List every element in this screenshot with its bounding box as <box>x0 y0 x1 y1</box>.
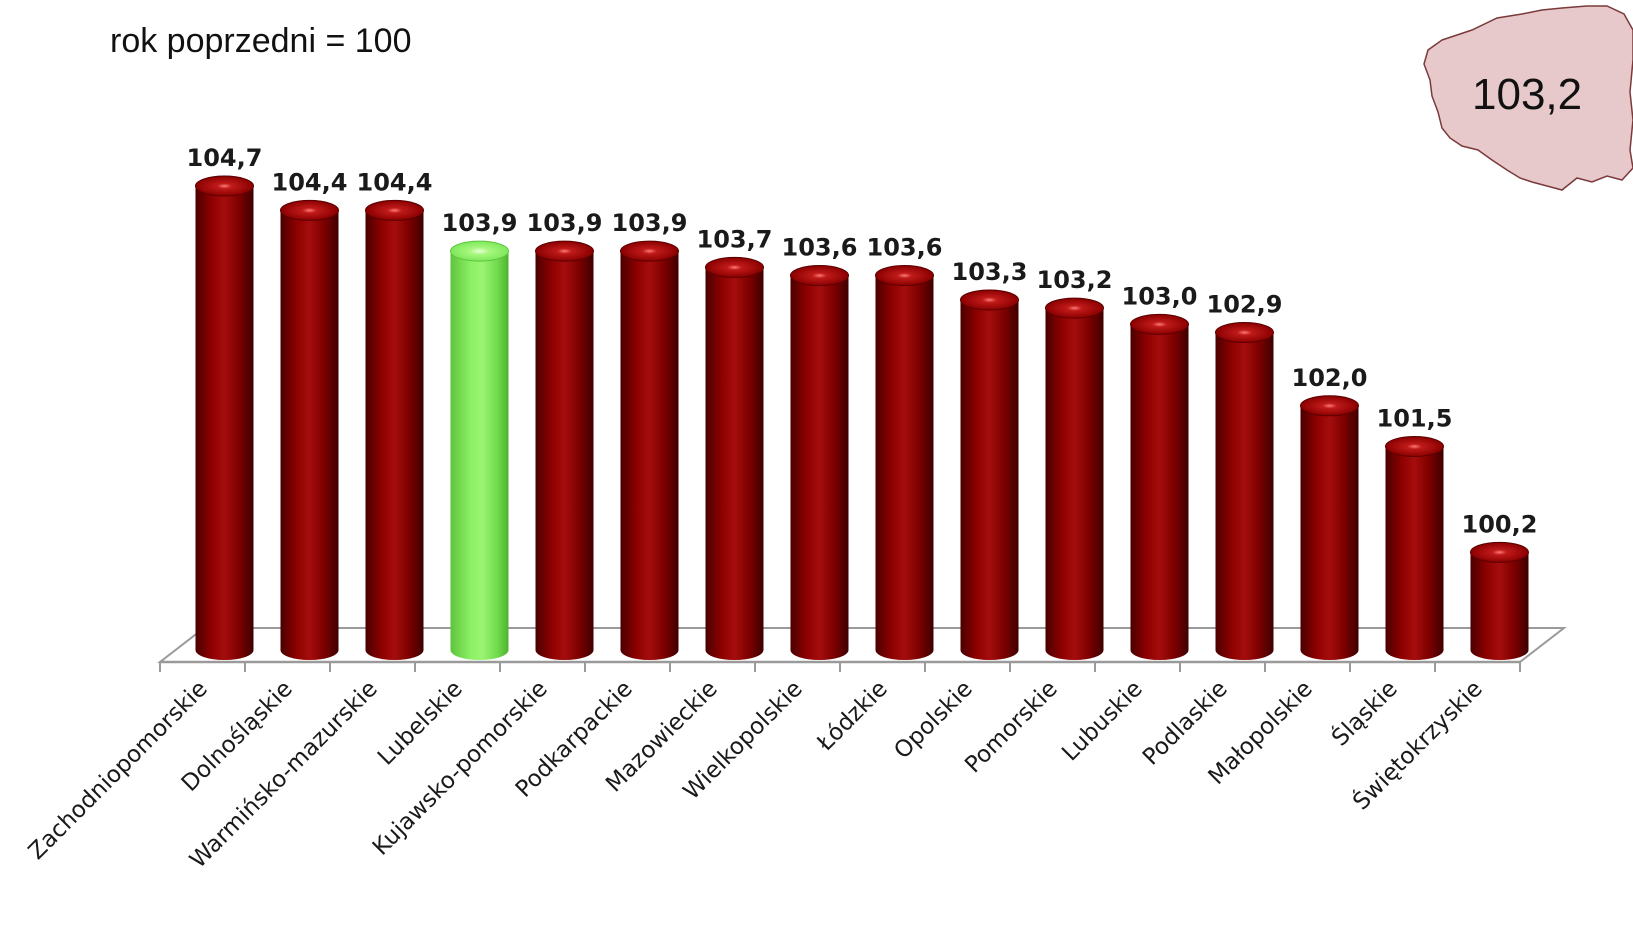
bar-cap <box>875 265 934 287</box>
bar-cap <box>1130 313 1189 335</box>
category-labels-group: ZachodniopomorskieDolnośląskieWarmińsko-… <box>24 674 1488 873</box>
bar-body <box>960 299 1019 660</box>
category-label: Lubuskie <box>1057 676 1148 767</box>
value-label: 103,7 <box>697 225 773 253</box>
bar-cap <box>620 240 679 262</box>
bar <box>450 240 509 660</box>
bar-cap <box>450 240 509 262</box>
poland-map-icon <box>1423 5 1633 191</box>
value-label: 102,0 <box>1292 364 1368 392</box>
value-label: 103,6 <box>782 234 858 262</box>
bar-body <box>280 210 339 660</box>
bar <box>1470 541 1529 660</box>
bar-body <box>195 186 254 660</box>
bars-group <box>195 175 1529 660</box>
value-label: 104,4 <box>272 168 348 196</box>
value-label: 103,6 <box>867 234 943 262</box>
bar-body <box>790 275 849 660</box>
poland-map-inset <box>1402 0 1633 252</box>
bar-body <box>1470 552 1529 660</box>
value-label: 104,7 <box>187 144 263 172</box>
bar-cap <box>535 240 594 262</box>
national-value: 103,2 <box>1472 70 1583 119</box>
bar-body <box>1300 405 1359 660</box>
bar-cap <box>1470 541 1529 563</box>
category-label: Śląskie <box>1326 674 1403 751</box>
bar-body <box>450 251 509 660</box>
value-label: 103,0 <box>1122 282 1198 310</box>
value-label: 103,3 <box>952 258 1028 286</box>
bar-body <box>1130 324 1189 660</box>
bar-cap <box>1215 322 1274 344</box>
bar <box>620 240 679 660</box>
bar <box>1385 435 1444 660</box>
bar-body <box>1385 446 1444 660</box>
bar <box>960 289 1019 660</box>
bar-body <box>365 210 424 660</box>
value-label: 104,4 <box>357 168 433 196</box>
bar-cap <box>1385 435 1444 457</box>
bar-cap <box>1045 297 1104 319</box>
bar <box>280 199 339 660</box>
bar-body <box>705 267 764 660</box>
value-label: 102,9 <box>1207 291 1283 319</box>
category-label: Łódzkie <box>812 676 893 757</box>
bar <box>875 265 934 660</box>
bar-cap <box>790 265 849 287</box>
bar-cap <box>960 289 1019 311</box>
bar <box>365 199 424 660</box>
value-label: 103,9 <box>442 209 518 237</box>
bar <box>535 240 594 660</box>
category-label: Opolskie <box>889 676 977 764</box>
bar-body <box>1045 308 1104 660</box>
bar-cap <box>1300 395 1359 417</box>
bar <box>790 265 849 660</box>
bar <box>705 256 764 660</box>
bar <box>1300 395 1359 660</box>
value-label: 100,2 <box>1462 510 1538 538</box>
bar <box>195 175 254 660</box>
bar-body <box>535 251 594 660</box>
bar <box>1130 313 1189 660</box>
chart-subtitle: rok poprzedni = 100 <box>110 22 412 60</box>
bar-body <box>620 251 679 660</box>
bar-cap <box>280 199 339 221</box>
bar-cap <box>365 199 424 221</box>
bar-cap <box>705 256 764 278</box>
value-label: 103,2 <box>1037 266 1113 294</box>
value-label: 101,5 <box>1377 404 1453 432</box>
category-label: Pomorskie <box>960 676 1062 778</box>
category-label: Kujawsko-pomorskie <box>368 676 553 861</box>
bar <box>1045 297 1104 660</box>
chart-floor <box>157 627 1567 672</box>
bar-cap <box>195 175 254 197</box>
value-labels-group: 104,7 104,4 104,4 103,9 103,9 103,9 103,7 103,6… <box>187 144 1538 538</box>
bar <box>1215 322 1274 660</box>
bar-body <box>875 275 934 660</box>
value-label: 103,9 <box>527 209 603 237</box>
value-label: 103,9 <box>612 209 688 237</box>
bar-body <box>1215 332 1274 660</box>
